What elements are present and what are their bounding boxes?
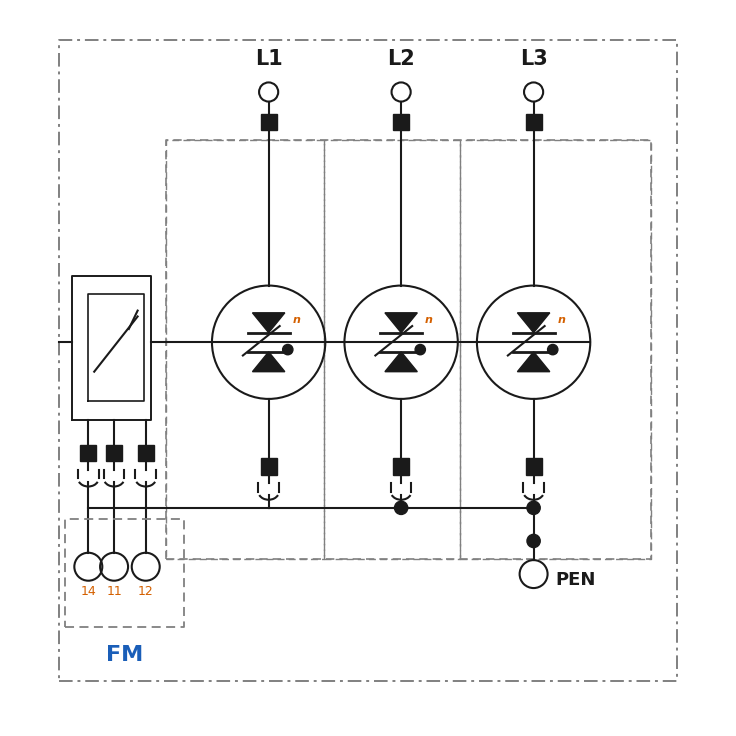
Text: 14: 14 — [80, 584, 96, 598]
Circle shape — [394, 501, 408, 514]
Text: n: n — [558, 315, 565, 325]
Polygon shape — [261, 458, 277, 475]
Polygon shape — [393, 114, 409, 130]
Text: L3: L3 — [520, 49, 548, 69]
Text: n: n — [425, 315, 433, 325]
Polygon shape — [252, 313, 285, 333]
Polygon shape — [526, 114, 542, 130]
Text: L2: L2 — [387, 49, 415, 69]
Polygon shape — [138, 445, 154, 461]
Polygon shape — [517, 313, 550, 333]
Circle shape — [415, 344, 425, 355]
Text: L1: L1 — [255, 49, 283, 69]
Polygon shape — [385, 352, 417, 372]
Text: PEN: PEN — [556, 571, 596, 589]
Polygon shape — [526, 458, 542, 475]
Polygon shape — [517, 352, 550, 372]
Polygon shape — [393, 458, 409, 475]
Polygon shape — [261, 114, 277, 130]
Text: 12: 12 — [138, 584, 154, 598]
Text: 11: 11 — [106, 584, 122, 598]
Polygon shape — [106, 445, 122, 461]
Polygon shape — [80, 445, 96, 461]
Polygon shape — [252, 352, 285, 372]
Circle shape — [527, 534, 540, 548]
Text: FM: FM — [106, 645, 143, 665]
Circle shape — [548, 344, 558, 355]
Text: n: n — [293, 315, 300, 325]
Polygon shape — [385, 313, 417, 333]
Circle shape — [283, 344, 293, 355]
Circle shape — [527, 501, 540, 514]
